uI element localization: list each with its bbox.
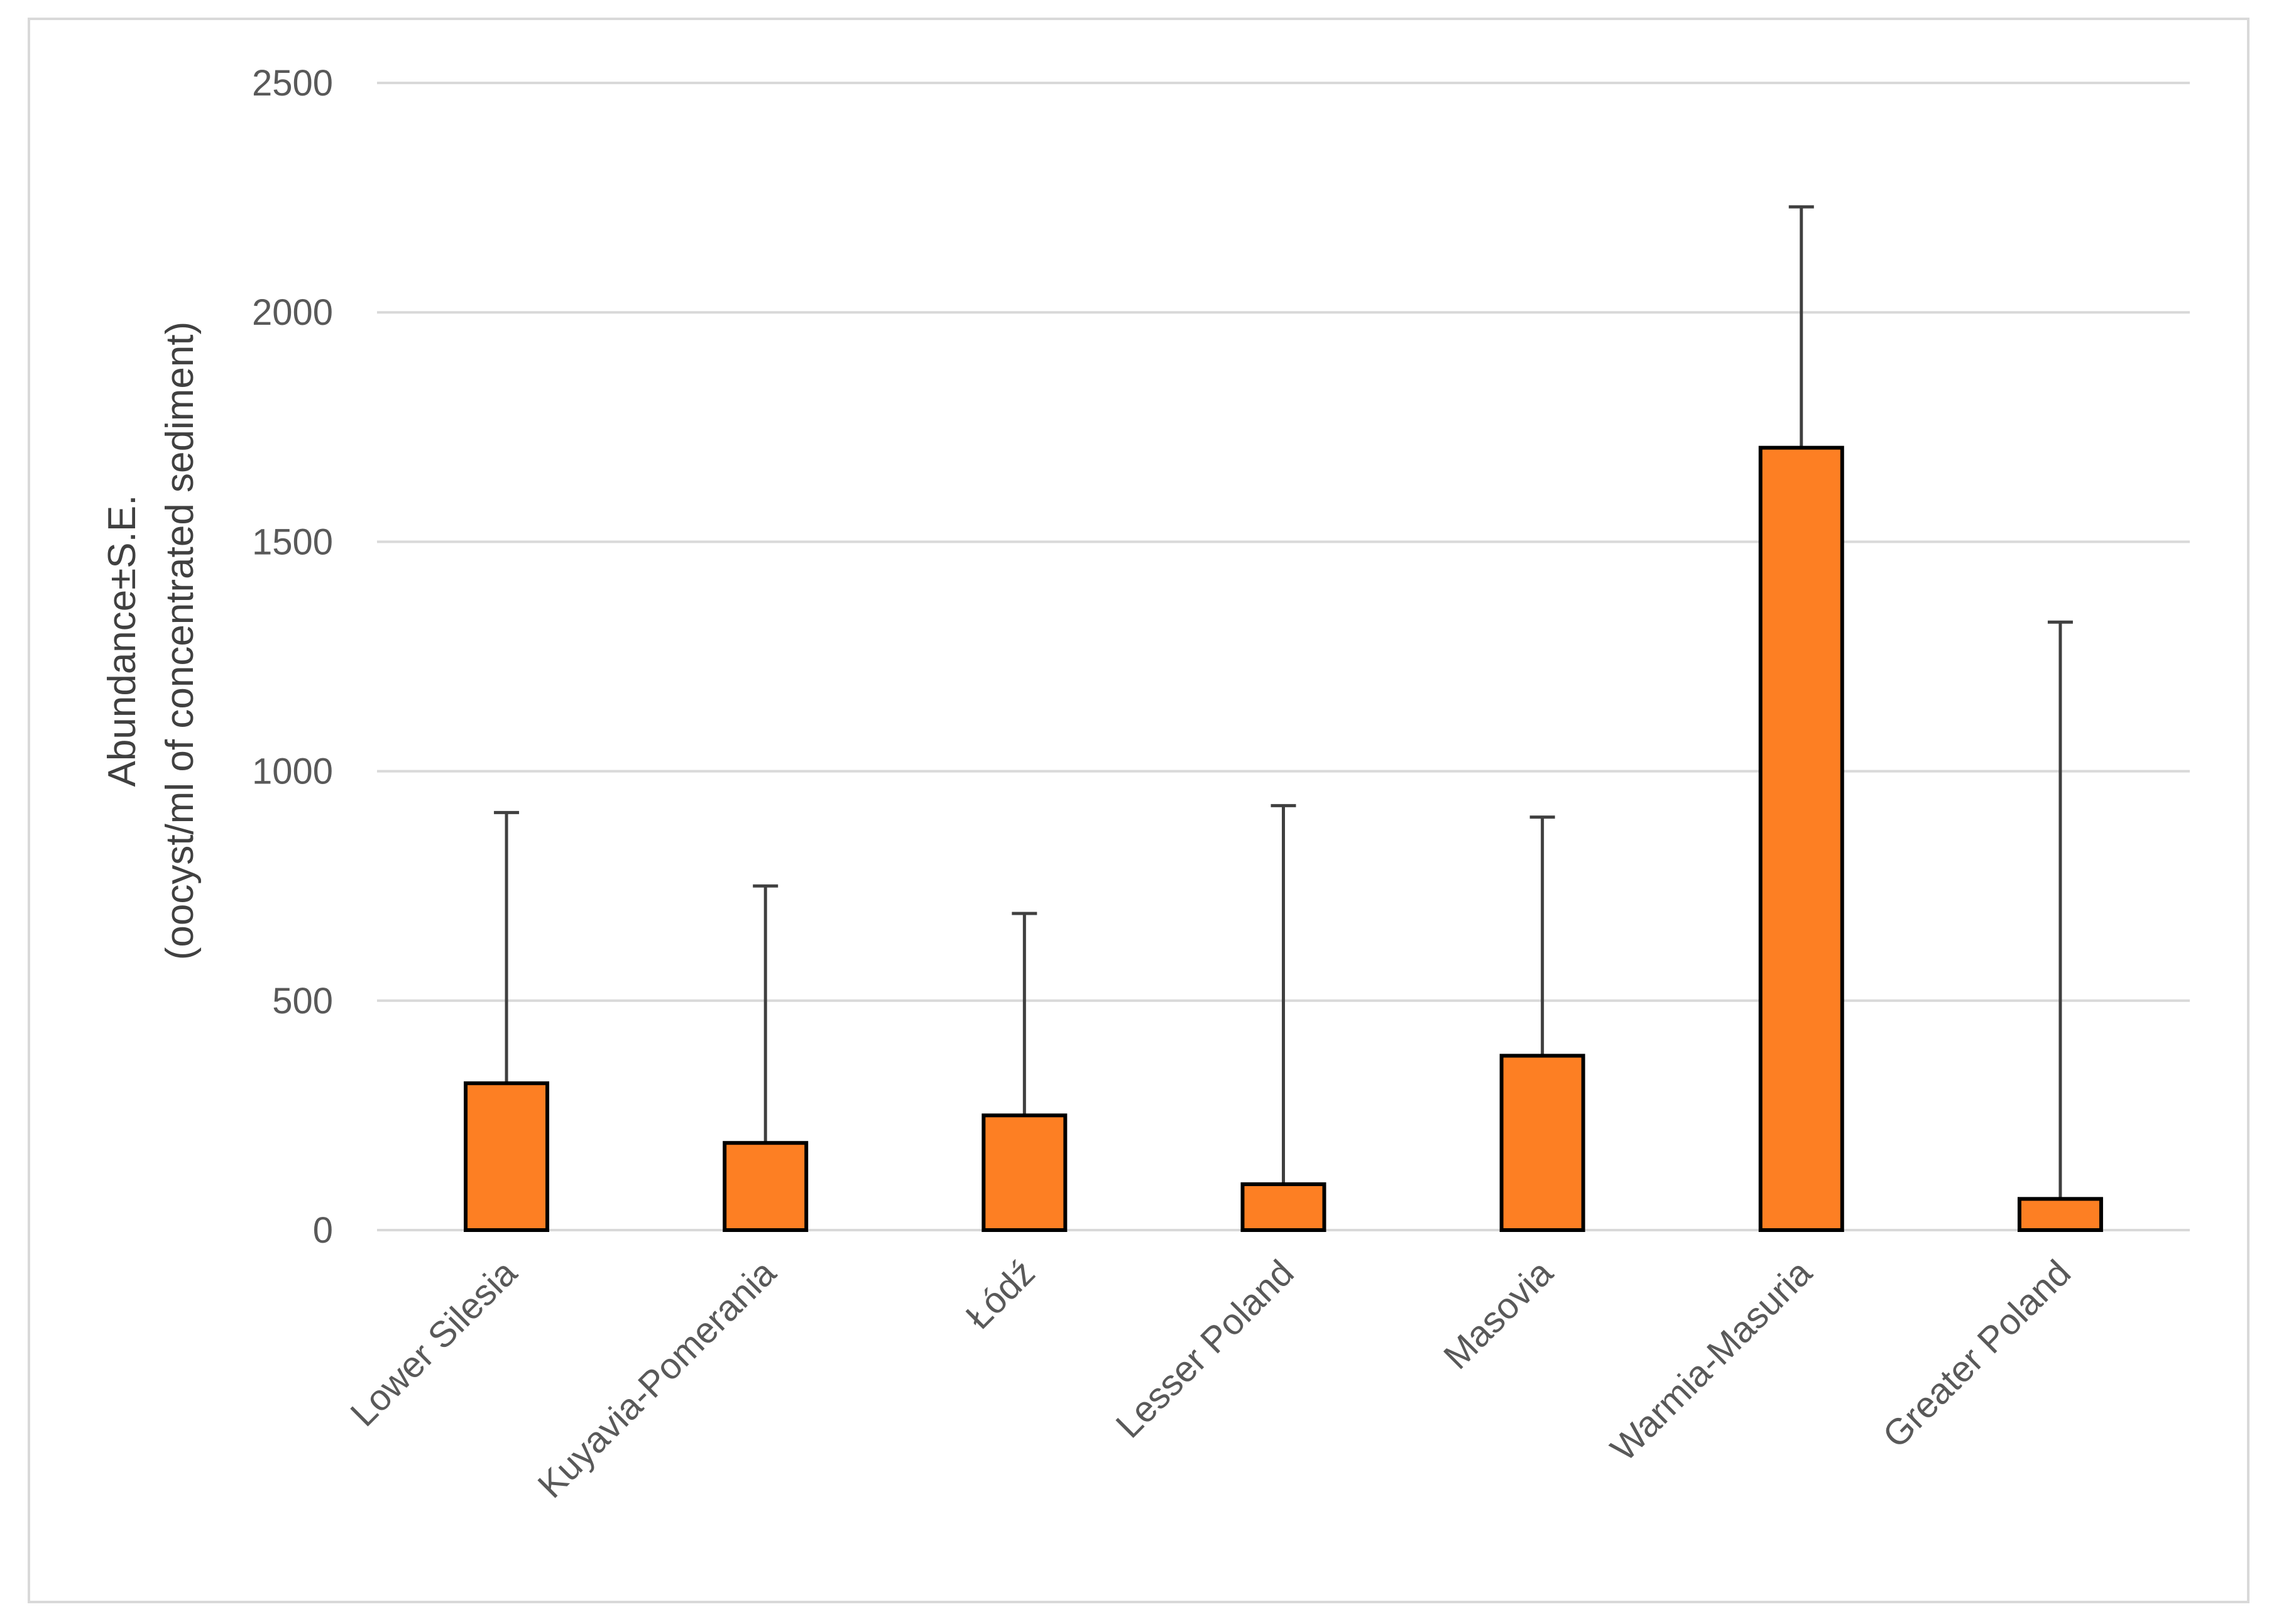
y-tick-label: 2000 bbox=[252, 292, 333, 333]
bars bbox=[464, 445, 2103, 1233]
y-tick-label: 500 bbox=[272, 981, 333, 1022]
y-tick-label: 2500 bbox=[252, 63, 333, 104]
bar bbox=[1758, 445, 1844, 1233]
x-tick-label: Kuyavia-Pomerania bbox=[530, 1252, 784, 1506]
bar bbox=[1499, 1054, 1585, 1232]
chart-frame bbox=[28, 18, 2249, 1603]
bar bbox=[723, 1141, 809, 1232]
x-tick-label: Lower Silesia bbox=[342, 1252, 525, 1434]
y-axis-title-line1: Abundance±S.E. bbox=[101, 495, 144, 787]
y-axis-title: Abundance±S.E. (oocyst/ml of concentrate… bbox=[101, 322, 202, 961]
x-tick-labels: Lower Silesia Kuyavia-Pomerania Łódź Lesser… bbox=[342, 1252, 2079, 1506]
y-tick-label: 1500 bbox=[252, 521, 333, 562]
error-bars bbox=[494, 205, 2073, 1199]
y-axis-title-line2: (oocyst/ml of concentrated sediment) bbox=[158, 322, 202, 961]
x-tick-label: Greater Poland bbox=[1875, 1252, 2079, 1456]
bar bbox=[1240, 1182, 1326, 1232]
x-tick-label: Lesser Poland bbox=[1108, 1252, 1302, 1446]
x-tick-label: Warmia-Masuria bbox=[1603, 1252, 1820, 1469]
x-tick-label: Łódź bbox=[958, 1252, 1043, 1337]
y-tick-labels: 0 500 1000 1500 2000 2500 bbox=[252, 63, 333, 1251]
bar bbox=[464, 1081, 550, 1232]
y-tick-label: 0 bbox=[313, 1210, 333, 1251]
y-tick-label: 1000 bbox=[252, 751, 333, 792]
x-tick-label: Masovia bbox=[1436, 1252, 1561, 1377]
bar bbox=[2017, 1197, 2103, 1232]
bar bbox=[981, 1113, 1068, 1233]
grid-lines bbox=[377, 82, 2190, 1231]
